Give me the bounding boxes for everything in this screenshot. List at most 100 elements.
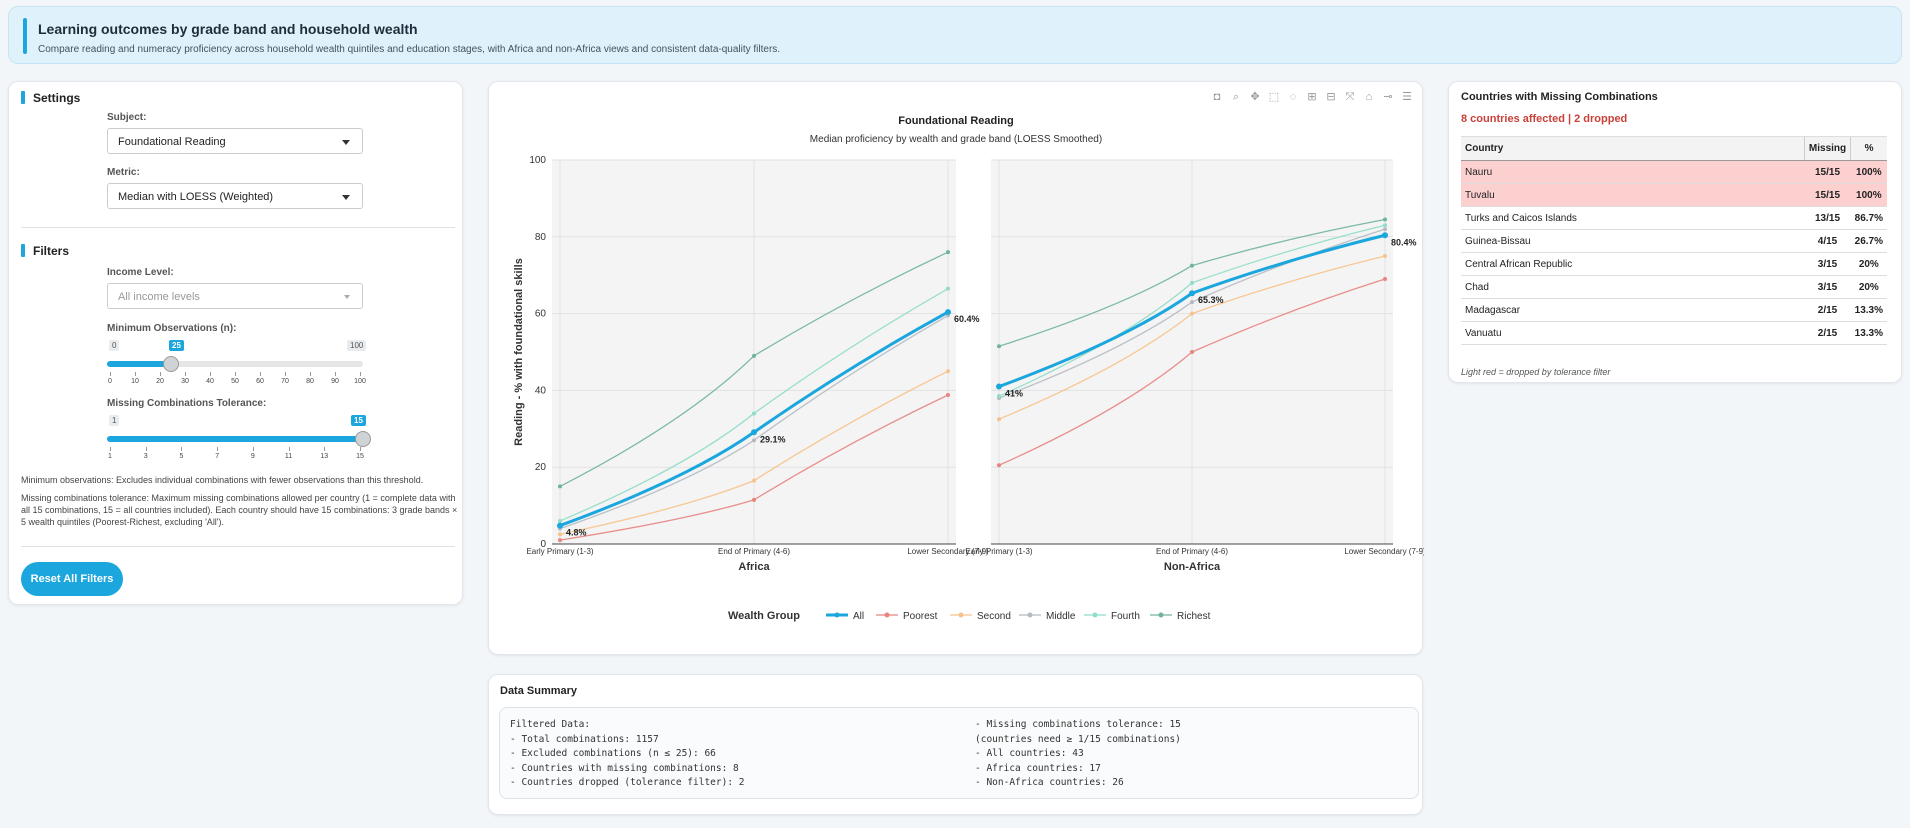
slider-tick xyxy=(335,372,336,376)
slider-tick xyxy=(360,447,361,451)
spike-icon[interactable]: ⊸ xyxy=(1383,91,1393,103)
data-point xyxy=(557,522,563,529)
data-point xyxy=(946,286,950,291)
missing-subtitle: 8 countries affected | 2 dropped xyxy=(1461,113,1628,125)
summary-left: Filtered Data: - Total combinations: 115… xyxy=(510,719,745,788)
missing-footnote: Light red = dropped by tolerance filter xyxy=(1461,367,1611,377)
pct-cell: 13.3% xyxy=(1850,321,1887,345)
legend-title: Wealth Group xyxy=(728,610,800,622)
y-axis-title: Reading - % with foundational skills xyxy=(513,258,525,446)
zoom-icon[interactable]: ⌕ xyxy=(1232,91,1240,103)
data-label: 29.1% xyxy=(760,434,786,444)
slider-tick-label: 7 xyxy=(215,453,220,460)
slider-tick xyxy=(160,372,161,376)
data-point xyxy=(558,484,562,489)
lasso-icon[interactable]: ◌ xyxy=(1289,91,1297,103)
divider xyxy=(21,227,455,228)
column-header-pct[interactable]: % xyxy=(1850,136,1887,161)
data-point xyxy=(752,497,756,502)
pan-icon[interactable]: ✥ xyxy=(1250,91,1260,103)
data-point xyxy=(997,417,1001,422)
chart-modebar: ◘ ⌕ ✥ ⬚ ◌ ⊞ ⊟ ⤧ ⌂ ⊸ ☰ xyxy=(1210,90,1414,104)
data-point xyxy=(1190,300,1194,305)
slider-tick-label: 80 xyxy=(306,378,314,385)
data-point xyxy=(1190,263,1194,268)
column-header-missing[interactable]: Missing xyxy=(1803,136,1851,161)
missing-title: Countries with Missing Combinations xyxy=(1461,91,1658,103)
compare-icon[interactable]: ☰ xyxy=(1402,91,1412,103)
column-header-country[interactable]: Country xyxy=(1461,136,1805,161)
table-row: Central African Republic 3/15 20% xyxy=(1461,252,1887,276)
y-tick-label: 60 xyxy=(535,309,547,320)
zoom-out-icon[interactable]: ⊟ xyxy=(1326,91,1336,103)
subject-select[interactable]: Foundational Reading xyxy=(107,128,363,154)
slider-tick-label: 9 xyxy=(250,453,255,460)
missing-cell: 15/15 xyxy=(1804,183,1851,207)
income-level-select[interactable]: All income levels xyxy=(107,283,363,309)
box-select-icon[interactable]: ⬚ xyxy=(1268,91,1280,103)
chevron-down-icon xyxy=(342,140,350,145)
reset-axes-icon[interactable]: ⌂ xyxy=(1365,91,1373,103)
data-point xyxy=(997,394,1001,399)
slider-tick xyxy=(110,447,111,451)
metric-select[interactable]: Median with LOESS (Weighted) xyxy=(107,183,363,209)
min-obs-slider[interactable] xyxy=(107,361,363,367)
zoom-in-icon[interactable]: ⊞ xyxy=(1307,91,1317,103)
min-obs-slider-handle[interactable] xyxy=(163,356,179,372)
slider-tick xyxy=(252,447,254,451)
data-point xyxy=(1189,290,1195,297)
x-tick-label: Early Primary (1-3) xyxy=(526,547,593,556)
data-point xyxy=(946,250,950,255)
slider-tick xyxy=(310,372,311,376)
chart-subtitle: Median proficiency by wealth and grade b… xyxy=(810,134,1102,145)
min-obs-note: Minimum observations: Excludes individua… xyxy=(21,475,424,485)
table-row: Tuvalu 15/15 100% xyxy=(1461,183,1887,207)
chart-panel: ◘ ⌕ ✥ ⬚ ◌ ⊞ ⊟ ⤧ ⌂ ⊸ ☰ Foundational Reading Median p… xyxy=(488,81,1424,655)
table-row: Turks and Caicos Islands 13/15 86.7% xyxy=(1461,206,1887,230)
country-cell: Central African Republic xyxy=(1461,252,1805,276)
data-point xyxy=(1383,227,1387,232)
slider-tick-label: 3 xyxy=(143,453,148,460)
missing-cell: 3/15 xyxy=(1804,275,1851,299)
country-cell: Turks and Caicos Islands xyxy=(1461,206,1805,230)
country-cell: Vanuatu xyxy=(1461,321,1805,345)
slider-tick-label: 50 xyxy=(231,378,239,385)
data-point xyxy=(1383,254,1387,258)
legend-label-poorest: Poorest xyxy=(903,611,938,622)
legend-marker xyxy=(1092,612,1098,618)
autoscale-icon[interactable]: ⤧ xyxy=(1345,91,1355,103)
page-subtitle: Compare reading and numeracy proficiency… xyxy=(38,44,781,55)
slider-tick-label: 60 xyxy=(256,378,264,385)
legend-marker xyxy=(1027,612,1033,618)
reading-chart: Foundational Reading Median proficiency b… xyxy=(513,115,1424,622)
data-point xyxy=(751,429,757,436)
missing-cell: 15/15 xyxy=(1804,160,1851,184)
chevron-down-icon xyxy=(342,195,350,200)
legend-label-richest: Richest xyxy=(1177,611,1211,622)
slider-tick xyxy=(260,372,261,376)
tolerance-slider[interactable] xyxy=(107,436,363,442)
y-tick-label: 20 xyxy=(535,462,547,473)
data-point xyxy=(558,532,562,537)
slider-tick xyxy=(360,372,361,376)
table-row: Guinea-Bissau 4/15 26.7% xyxy=(1461,229,1887,253)
summary-right: - Missing combinations tolerance: 15 (co… xyxy=(975,719,1181,788)
min-obs-label: Minimum Observations (n): xyxy=(107,323,237,334)
x-tick-label: End of Primary (4-6) xyxy=(1156,547,1228,556)
reset-filters-button[interactable]: Reset All Filters xyxy=(21,562,123,596)
slider-tick xyxy=(185,372,186,376)
pct-cell: 86.7% xyxy=(1850,206,1887,230)
slider-tick xyxy=(288,447,290,451)
x-tick-label: Lower Secondary (7-9) xyxy=(907,547,989,556)
legend-marker xyxy=(834,612,840,618)
summary-title: Data Summary xyxy=(500,685,578,697)
slider-tick xyxy=(135,372,136,376)
tolerance-slider-handle[interactable] xyxy=(355,431,371,447)
min-obs-value: 25 xyxy=(169,340,184,351)
camera-icon[interactable]: ◘ xyxy=(1213,91,1221,103)
data-point xyxy=(996,383,1002,390)
slider-tick-label: 13 xyxy=(320,453,329,460)
income-level-placeholder: All income levels xyxy=(118,291,200,303)
slider-tick xyxy=(285,372,286,376)
subject-label: Subject: xyxy=(107,112,147,123)
